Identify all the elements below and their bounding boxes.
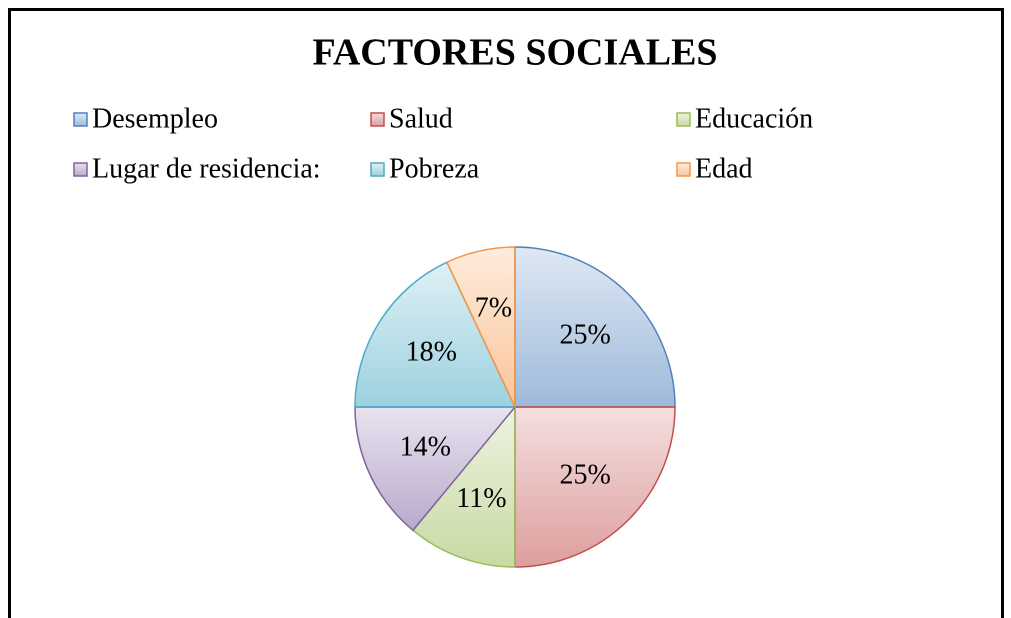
legend-label: Edad	[695, 153, 753, 184]
pie-slice	[445, 246, 516, 408]
pie-slice	[354, 406, 517, 532]
legend-swatch	[676, 162, 691, 177]
legend-label: Desempleo	[92, 103, 218, 134]
legend-label: Educación	[695, 103, 813, 134]
data-label: 7%	[475, 293, 512, 324]
legend-label: Lugar de residencia:	[92, 153, 321, 184]
data-label: 11%	[456, 483, 506, 514]
pie-slice	[514, 406, 676, 568]
legend-swatch	[370, 162, 385, 177]
legend-label: Salud	[389, 103, 453, 134]
chart-frame	[8, 8, 1004, 618]
data-label: 18%	[406, 336, 457, 367]
legend-swatch	[370, 112, 385, 127]
pie-slice	[514, 246, 676, 408]
data-label: 14%	[400, 432, 451, 463]
legend-swatch	[73, 162, 88, 177]
data-label: 25%	[559, 460, 610, 491]
legend-swatch	[676, 112, 691, 127]
data-label: 25%	[559, 319, 610, 350]
pie-slice	[354, 261, 517, 408]
legend-label: Pobreza	[389, 153, 480, 184]
pie-slice	[411, 404, 516, 568]
chart-title: FACTORES SOCIALES	[312, 32, 717, 74]
legend-swatch	[73, 112, 88, 127]
